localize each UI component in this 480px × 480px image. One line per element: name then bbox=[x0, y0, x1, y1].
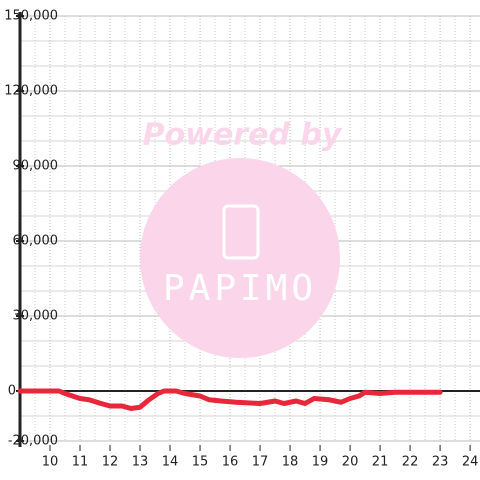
y-tick-label: 0 bbox=[8, 384, 16, 399]
x-tick-label: 14 bbox=[162, 455, 179, 470]
x-tick-label: 10 bbox=[42, 455, 59, 470]
x-tick-label: 19 bbox=[312, 455, 329, 470]
x-tick-label: 21 bbox=[372, 455, 389, 470]
x-tick-label: 15 bbox=[192, 455, 209, 470]
watermark-icon bbox=[222, 204, 260, 260]
y-tick-label: 60,000 bbox=[13, 234, 59, 249]
y-tick-label: 120,000 bbox=[4, 84, 58, 99]
x-tick-label: 18 bbox=[282, 455, 299, 470]
x-tick-label: 13 bbox=[132, 455, 149, 470]
x-tick-label: 24 bbox=[462, 455, 479, 470]
x-tick-label: 23 bbox=[432, 455, 449, 470]
y-tick-label: 30,000 bbox=[13, 309, 59, 324]
watermark-text: PAPIMO bbox=[163, 268, 317, 309]
x-tick-label: 16 bbox=[222, 455, 239, 470]
x-tick-label: 11 bbox=[72, 455, 89, 470]
watermark: Powered by PAPIMO bbox=[140, 118, 343, 358]
x-tick-label: 12 bbox=[102, 455, 119, 470]
y-tick-label: 90,000 bbox=[13, 159, 59, 174]
x-tick-label: 17 bbox=[252, 455, 269, 470]
x-tick-label: 20 bbox=[342, 455, 359, 470]
x-tick-label: 22 bbox=[402, 455, 419, 470]
line bbox=[17, 388, 443, 411]
y-tick-label: 150,000 bbox=[4, 9, 58, 24]
watermark-text: Powered by bbox=[143, 118, 343, 153]
